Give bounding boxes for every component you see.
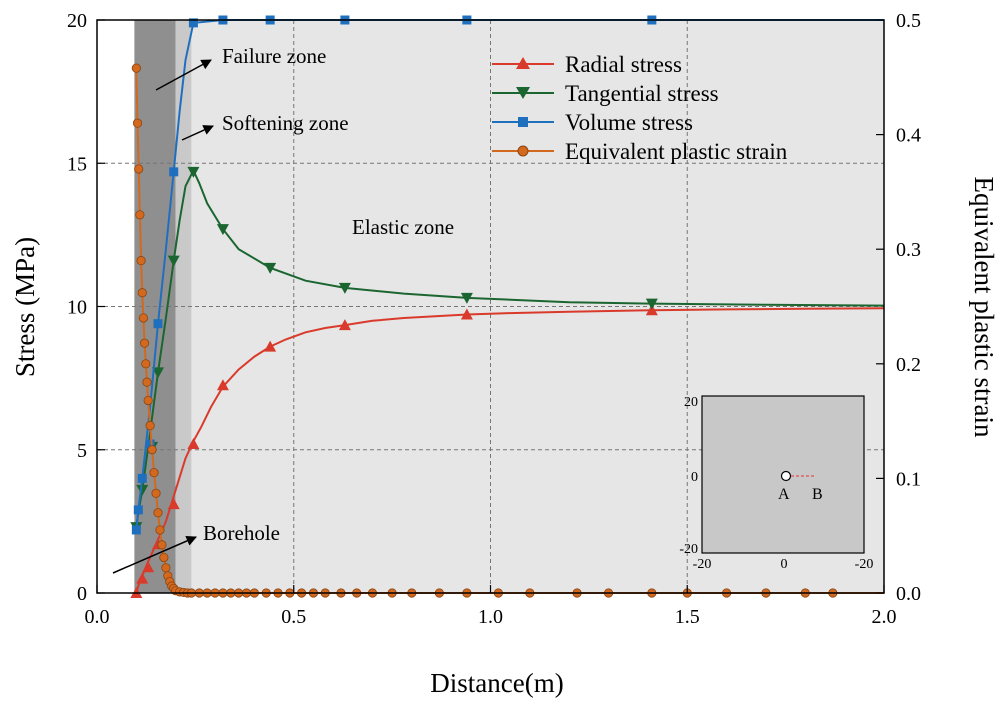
legend-label-volume: Volume stress <box>565 110 693 135</box>
legend-marker-volume <box>518 117 528 127</box>
marker-equivalent-plastic-strain <box>136 256 146 266</box>
legend-label-radial: Radial stress <box>565 52 682 77</box>
marker-volume-stress <box>153 319 163 329</box>
legend-item-strain: Equivalent plastic strain <box>492 139 788 164</box>
inset-diagram: 20 0 -20 -20 0 -20 A B <box>679 395 873 572</box>
marker-equivalent-plastic-strain <box>147 445 157 455</box>
legend-item-volume: Volume stress <box>492 110 693 135</box>
y2-tick-label: 0.2 <box>896 354 921 376</box>
marker-equivalent-plastic-strain <box>135 210 145 220</box>
marker-tangential-stress <box>136 484 149 496</box>
marker-equivalent-plastic-strain <box>137 288 147 298</box>
x-tick-label: 0.0 <box>85 606 110 628</box>
legend-marker-strain <box>517 145 529 157</box>
y-axis-title: Stress (MPa) <box>10 237 40 377</box>
y2-tick-label: 0.3 <box>896 239 921 261</box>
marker-radial-stress <box>460 308 473 320</box>
inset-x-tick-left: -20 <box>693 557 712 572</box>
marker-equivalent-plastic-strain <box>153 508 163 518</box>
annotation-failure-zone: Failure zone <box>222 44 326 68</box>
marker-tangential-stress <box>151 367 164 379</box>
marker-volume-stress <box>133 505 143 515</box>
inset-y-tick-mid: 0 <box>691 470 698 485</box>
marker-radial-stress <box>167 498 180 510</box>
axes <box>96 19 885 594</box>
inset-label-a: A <box>778 486 790 503</box>
legend: Radial stress Tangential stress Volume s… <box>492 52 788 164</box>
marker-volume-stress <box>169 167 179 177</box>
legend-item-tangential: Tangential stress <box>492 81 719 106</box>
marker-equivalent-plastic-strain <box>134 164 144 174</box>
y-tick-label: 20 <box>67 10 87 32</box>
marker-tangential-stress <box>645 298 658 310</box>
y-tick-label: 10 <box>67 297 87 319</box>
marker-equivalent-plastic-strain <box>131 63 141 73</box>
y2-axis-title: Equivalent plastic strain <box>969 177 996 438</box>
marker-equivalent-plastic-strain <box>155 525 165 535</box>
x-tick-label: 0.5 <box>281 606 306 628</box>
inset-y-tick-top: 20 <box>684 395 698 410</box>
legend-marker-tangential <box>516 87 530 99</box>
y-tick-label: 0 <box>77 583 87 605</box>
annotation-elastic-zone: Elastic zone <box>352 215 454 239</box>
legend-label-strain: Equivalent plastic strain <box>565 139 788 164</box>
series-line-tangential-stress <box>135 168 885 528</box>
marker-equivalent-plastic-strain <box>149 468 159 478</box>
marker-volume-stress <box>137 473 147 483</box>
axis-labels: 0.0 0.5 1.0 1.5 2.0 0 5 10 15 20 0.0 0.1 0.2 0.3 0.4 0.… <box>67 10 921 628</box>
marker-equivalent-plastic-strain <box>145 421 155 431</box>
annotation-softening-zone: Softening zone <box>222 111 349 135</box>
arrow-softening-zone <box>181 125 214 141</box>
marker-equivalent-plastic-strain <box>140 338 150 348</box>
marker-radial-stress <box>136 572 149 584</box>
marker-radial-stress <box>142 561 155 573</box>
marker-tangential-stress <box>216 224 229 236</box>
x-axis-title: Distance(m) <box>430 668 563 698</box>
inset-label-b: B <box>812 486 823 503</box>
inset-x-tick-right: -20 <box>855 557 874 572</box>
marker-radial-stress <box>645 304 658 316</box>
marker-tangential-stress <box>187 166 200 178</box>
y2-tick-label: 0.4 <box>896 125 921 147</box>
x-tick-label: 1.5 <box>675 606 700 628</box>
marker-volume-stress <box>145 439 155 449</box>
y2-tick-label: 0.1 <box>896 468 921 490</box>
legend-label-tangential: Tangential stress <box>565 81 719 106</box>
marker-radial-stress <box>187 438 200 450</box>
y-tick-label: 15 <box>67 153 87 175</box>
inset-x-tick-mid: 0 <box>781 557 788 572</box>
y2-tick-label: 0.0 <box>896 583 921 605</box>
y-tick-label: 5 <box>77 440 87 462</box>
legend-item-radial: Radial stress <box>492 52 682 77</box>
marker-tangential-stress <box>264 262 277 274</box>
marker-equivalent-plastic-strain <box>159 552 169 563</box>
marker-equivalent-plastic-strain <box>132 118 143 128</box>
marker-equivalent-plastic-strain <box>161 563 171 573</box>
marker-equivalent-plastic-strain <box>157 540 167 550</box>
marker-volume-stress <box>188 18 198 28</box>
annotations: Failure zone Softening zone Elastic zone… <box>112 44 454 574</box>
marker-equivalent-plastic-strain <box>138 313 149 323</box>
marker-radial-stress <box>338 319 351 331</box>
marker-tangential-stress <box>338 282 351 294</box>
marker-radial-stress <box>216 379 229 391</box>
arrow-borehole <box>112 535 197 574</box>
annotation-borehole: Borehole <box>203 521 280 545</box>
marker-equivalent-plastic-strain <box>142 377 152 387</box>
legend-marker-radial <box>516 57 530 69</box>
marker-tangential-stress <box>167 255 180 267</box>
marker-radial-stress <box>264 340 277 352</box>
x-tick-label: 1.0 <box>478 606 503 628</box>
inset-borehole-point <box>780 470 792 482</box>
y2-tick-label: 0.5 <box>896 10 921 32</box>
marker-tangential-stress <box>460 292 473 304</box>
marker-equivalent-plastic-strain <box>143 395 153 406</box>
arrow-failure-zone <box>155 59 212 91</box>
marker-volume-stress <box>131 525 141 535</box>
marker-equivalent-plastic-strain <box>141 359 151 369</box>
x-tick-label: 2.0 <box>872 606 897 628</box>
marker-equivalent-plastic-strain <box>151 488 161 498</box>
inset-y-tick-bottom: -20 <box>679 542 698 557</box>
